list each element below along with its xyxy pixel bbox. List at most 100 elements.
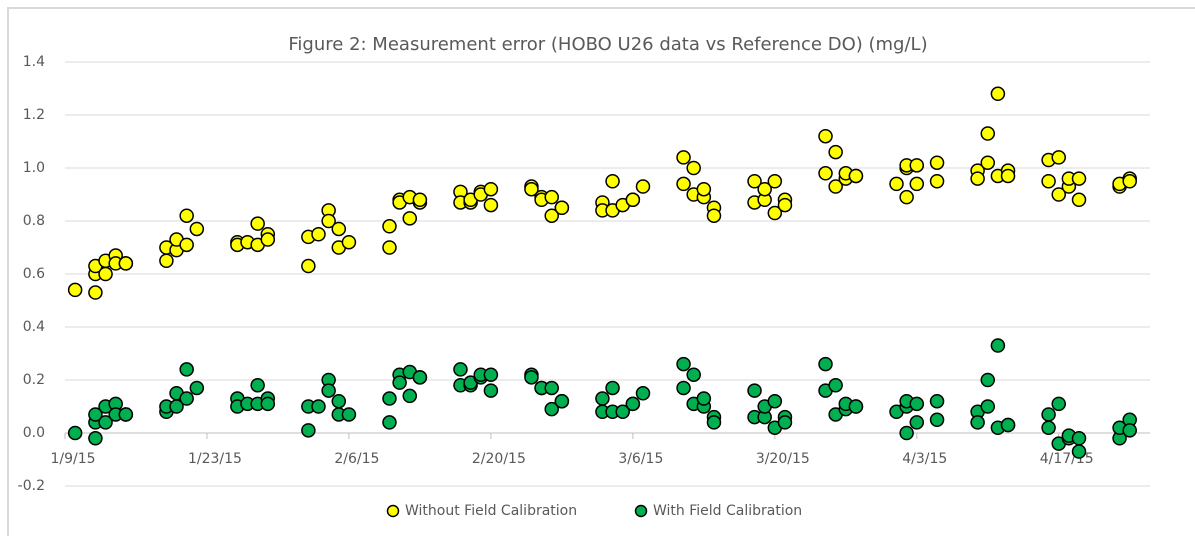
data-point [382,219,397,234]
data-point [747,174,762,189]
data-point [412,192,428,208]
x-tick-label: 1/9/15 [50,451,95,467]
data-point [635,179,651,194]
data-point [98,415,113,430]
data-point [990,86,1006,102]
data-point [341,407,357,422]
data-point [382,240,397,255]
data-point [301,258,316,274]
data-point [483,383,499,398]
data-point [818,166,833,181]
data-point [990,338,1006,353]
data-point [767,393,783,409]
data-point [818,128,833,144]
data-point [929,155,945,170]
data-point [706,208,722,223]
data-point [382,391,397,406]
data-point [1122,423,1137,438]
data-point [1051,187,1066,202]
data-point [179,237,194,253]
data-point [676,176,691,192]
data-point [970,171,985,186]
data-point [1000,168,1016,184]
x-tick-label: 2/6/15 [334,451,379,467]
data-point [1041,420,1056,435]
data-point [321,213,336,229]
data-point [980,372,996,388]
y-tick-label: 0.8 [23,213,45,229]
data-point [1071,192,1087,208]
data-point [980,399,996,414]
data-point [260,396,276,412]
data-point [676,356,691,372]
data-point [909,158,925,173]
data-point [453,362,468,377]
data-point [392,375,407,390]
data-point [554,393,570,409]
data-point [818,356,833,372]
data-point [250,216,265,231]
data-point [767,205,783,221]
data-point [159,253,174,268]
data-point [331,221,347,237]
data-point [382,415,397,430]
data-point [686,160,701,176]
data-point [828,179,843,194]
data-point [929,393,945,409]
data-point [1051,150,1066,165]
data-point [686,367,701,382]
data-point [301,423,316,438]
data-point [311,399,326,414]
data-point [828,378,843,393]
data-point [402,388,418,404]
data-point [929,412,945,427]
data-point [67,425,83,441]
data-point [189,380,205,396]
data-point [250,378,265,393]
data-point [402,211,418,226]
data-point [625,192,641,208]
chart-frame [7,7,1195,536]
data-point [179,391,194,406]
data-point [321,383,336,398]
data-point [179,362,194,377]
data-point [412,370,428,385]
data-point [777,415,793,430]
data-point [544,380,559,396]
data-point [88,407,103,422]
x-tick-label: 2/20/15 [472,451,526,467]
data-point [980,155,996,170]
data-point [767,174,783,189]
legend-marker [386,504,400,518]
data-point [98,266,113,282]
y-tick-label: 1.0 [23,160,45,176]
data-point [676,150,691,165]
data-point [1071,444,1087,459]
data-point [189,221,205,237]
data-point [757,181,772,197]
data-point [544,401,559,417]
data-point [331,393,347,409]
data-point [899,425,914,441]
data-point [118,256,134,271]
data-point [341,234,357,250]
data-point [554,200,570,215]
y-tick-label: 0.4 [23,319,45,335]
data-point [899,189,914,205]
data-point [635,386,651,401]
legend-label: Without Field Calibration [405,503,577,519]
data-point [179,208,194,223]
data-point [696,391,712,406]
data-point [524,370,539,385]
data-point [676,380,691,396]
x-tick-label: 4/3/15 [902,451,947,467]
legend-marker [634,504,648,518]
y-tick-label: 1.2 [23,107,45,123]
x-tick-label: 3/20/15 [756,451,810,467]
data-point [1041,174,1056,189]
y-tick-label: 0.6 [23,266,45,282]
data-point [1000,417,1016,433]
data-point [88,285,103,300]
data-point [615,404,630,420]
